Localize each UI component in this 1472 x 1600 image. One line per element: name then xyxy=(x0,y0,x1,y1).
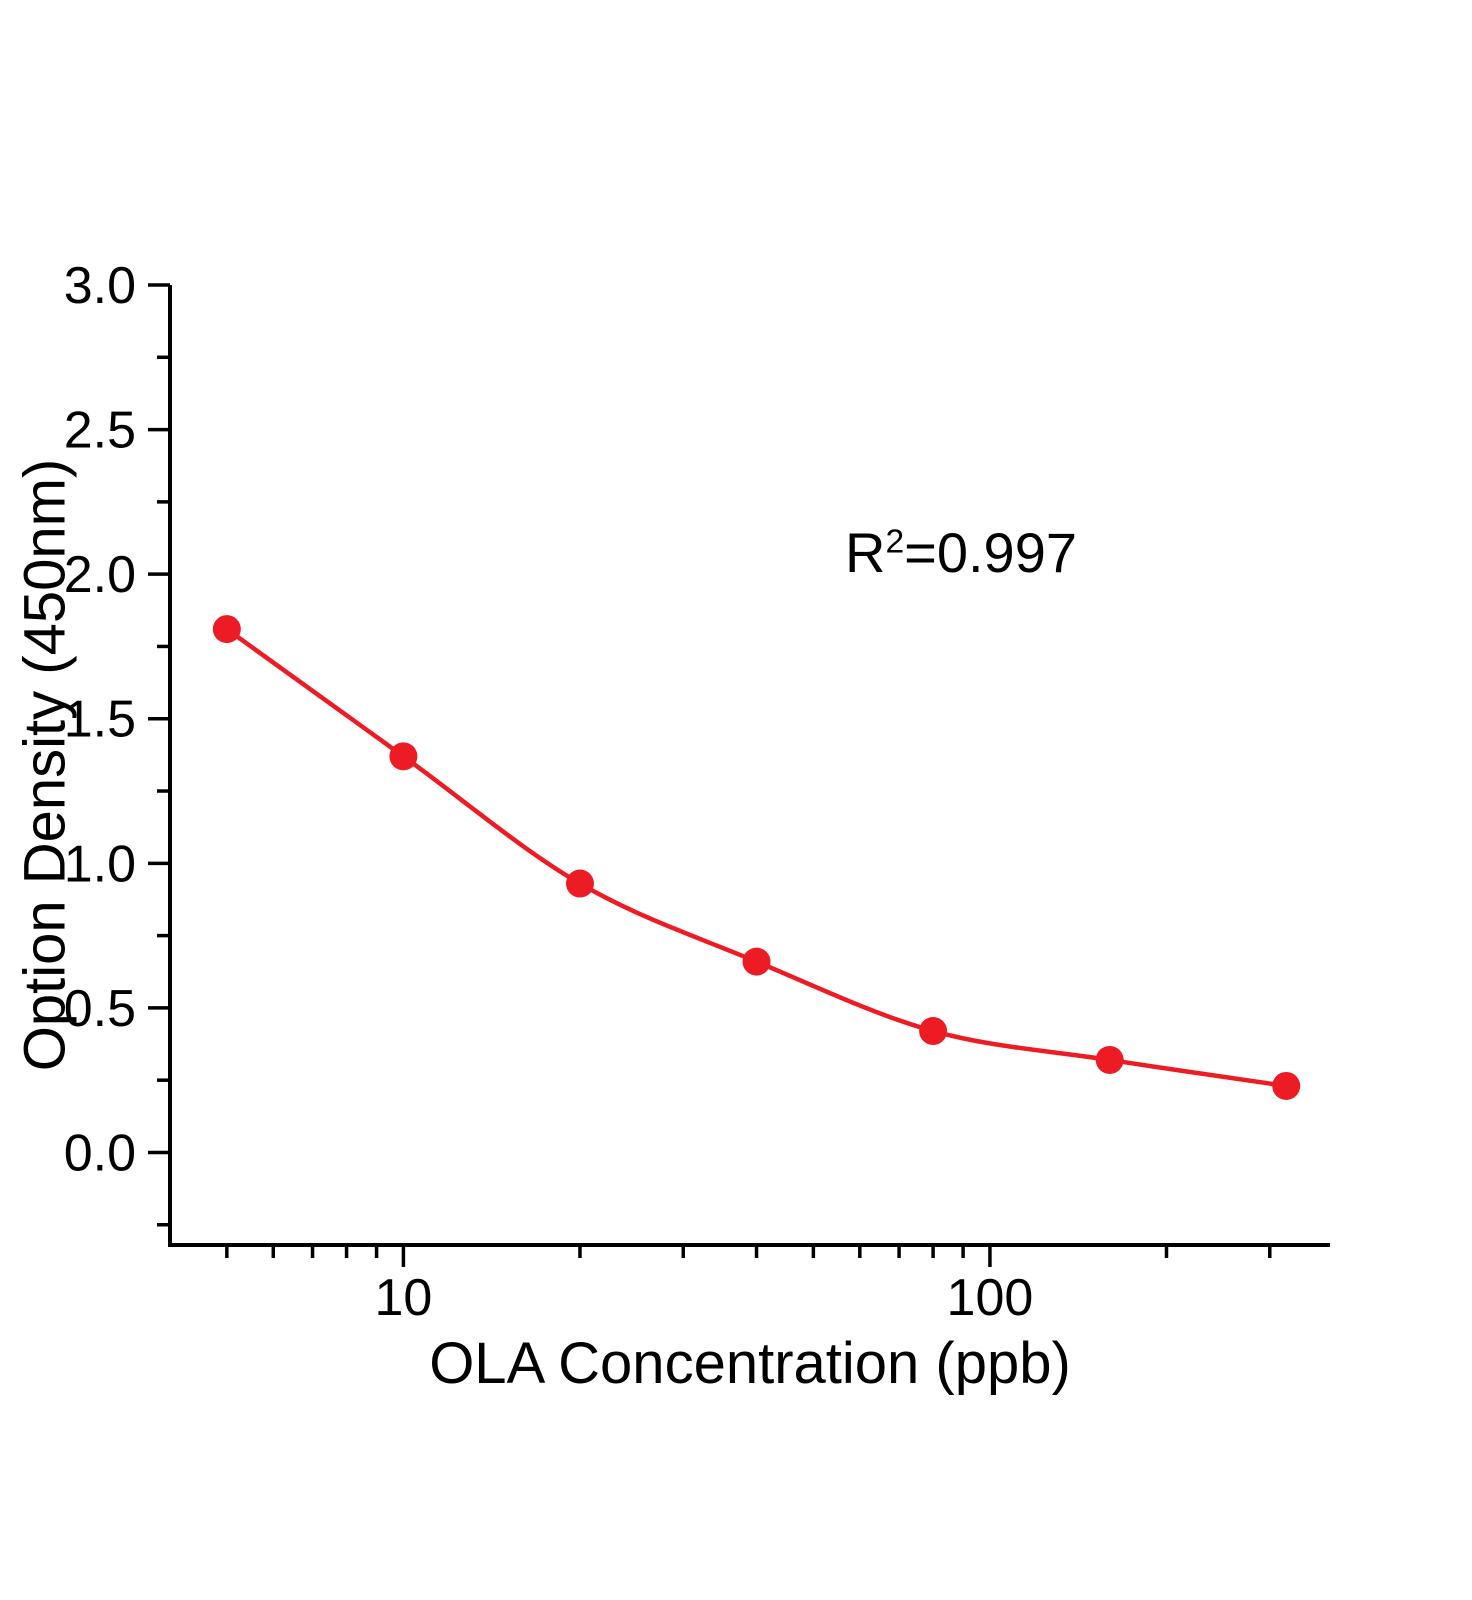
y-tick-label: 1.0 xyxy=(64,835,136,893)
y-tick-label: 0.5 xyxy=(64,980,136,1038)
data-point-marker xyxy=(742,947,771,976)
data-point-marker xyxy=(565,869,594,898)
data-point-marker xyxy=(1095,1045,1124,1074)
data-point-marker xyxy=(919,1017,948,1046)
data-point-marker xyxy=(1272,1071,1301,1100)
y-tick-label: 1.5 xyxy=(64,691,136,749)
annotation-base: R xyxy=(845,521,886,584)
x-tick-label: 10 xyxy=(374,1269,432,1327)
fit-curve xyxy=(224,626,1289,1089)
x-axis-title: OLA Concentration (ppb) xyxy=(429,1331,1071,1396)
y-tick-label: 2.5 xyxy=(64,402,136,460)
y-tick-label: 2.0 xyxy=(64,546,136,604)
y-tick-label: 3.0 xyxy=(64,257,136,315)
data-point-marker xyxy=(212,615,241,644)
y-axis-title: Option Density (450nm) xyxy=(12,458,78,1072)
x-tick-label: 100 xyxy=(947,1269,1034,1327)
data-point-marker xyxy=(389,742,418,771)
annotation-superscript: 2 xyxy=(885,523,905,561)
annotation-rest: =0.997 xyxy=(904,521,1077,584)
y-tick-label: 0.0 xyxy=(64,1124,136,1182)
r-squared-annotation: R2=0.997 xyxy=(845,520,1077,585)
